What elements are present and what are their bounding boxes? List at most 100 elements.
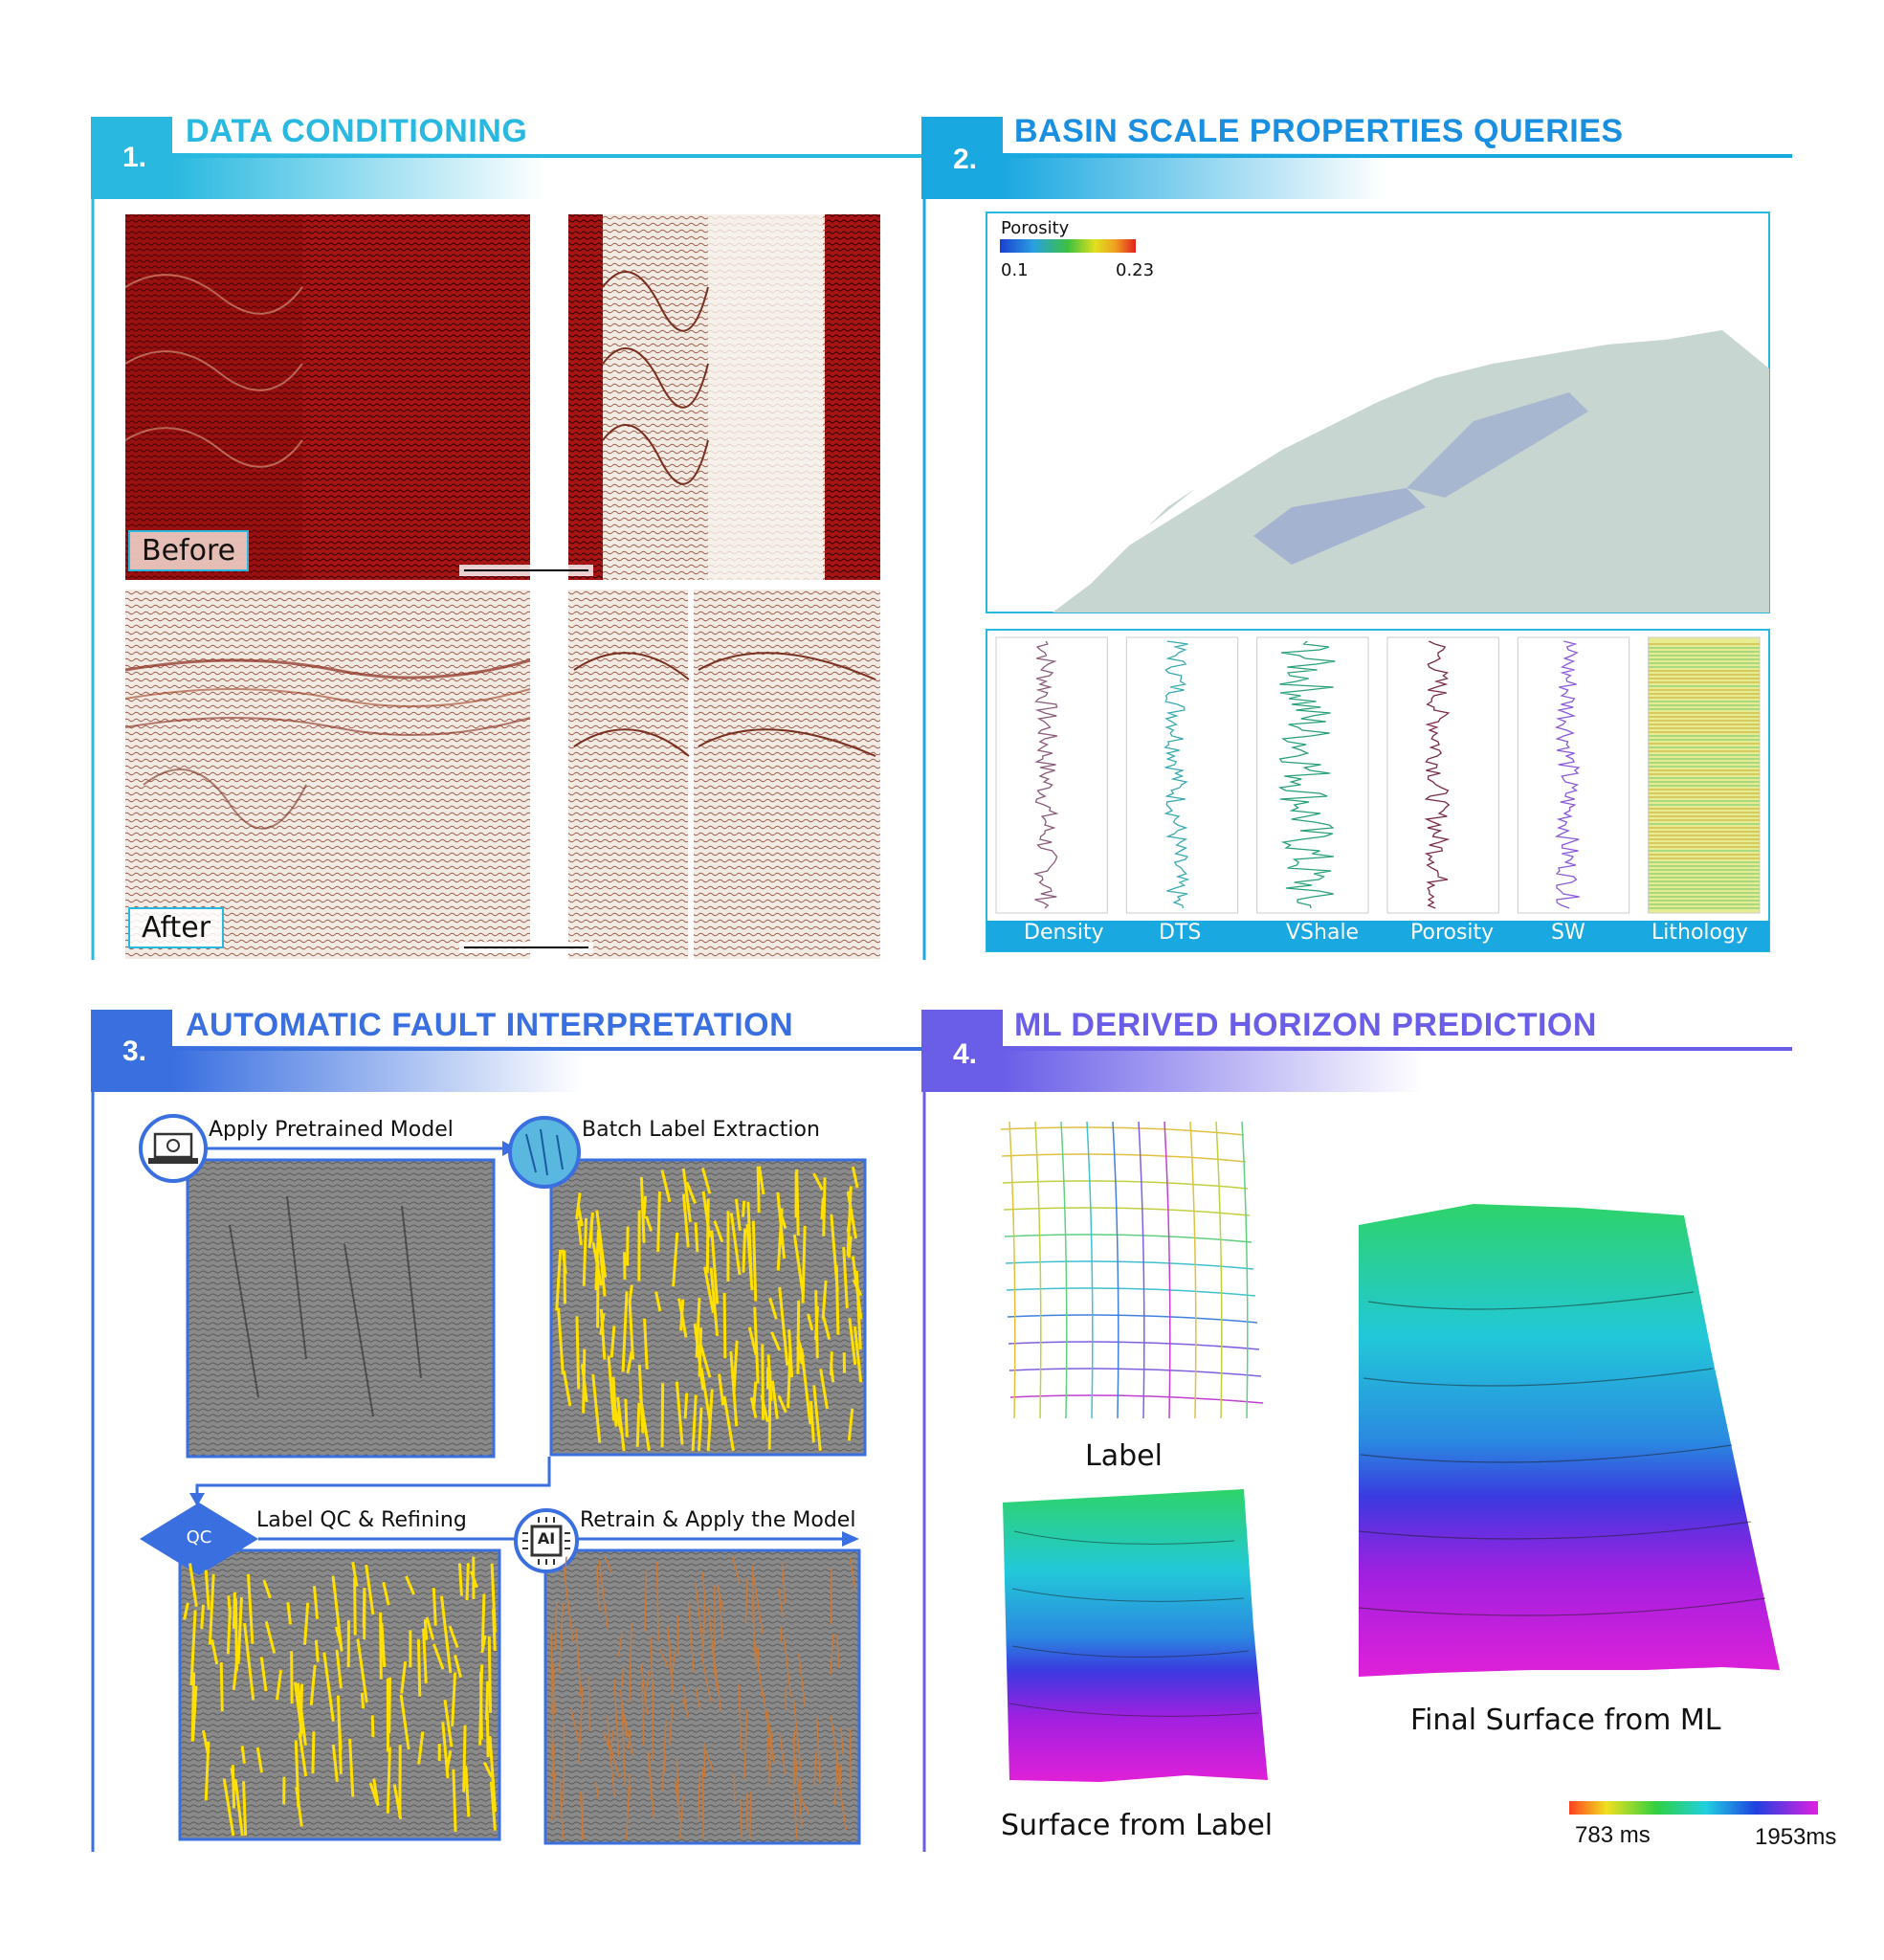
fault-stick: [722, 1395, 735, 1452]
fault-stick: [439, 1595, 453, 1674]
fault-stick: [482, 1761, 493, 1778]
fault-stick: [766, 1354, 773, 1401]
fault-stick: [800, 1348, 812, 1425]
fault-stick: [230, 1768, 237, 1791]
fault-stick: [578, 1685, 584, 1764]
lithology-band: [1648, 689, 1760, 691]
lithology-band: [1648, 712, 1760, 714]
fault-stick: [819, 1369, 829, 1410]
fault-stick: [575, 1628, 582, 1696]
fault-stick: [604, 1556, 612, 1572]
fault-stick: [753, 1306, 760, 1384]
section-3-number: 3.: [122, 1036, 147, 1067]
lithology-band: [1648, 907, 1760, 909]
fault-stick: [742, 1200, 746, 1217]
fault-stick: [577, 1220, 583, 1246]
laptop-icon: [139, 1114, 208, 1183]
lithology-band: [1648, 781, 1760, 783]
lithology-band: [1648, 873, 1760, 875]
fault-stick: [853, 1325, 863, 1383]
fault-stick: [752, 1574, 764, 1635]
fault-stick: [264, 1620, 277, 1654]
fault-stick: [732, 1340, 739, 1394]
fault-stick: [644, 1570, 648, 1632]
fault-stick: [575, 1192, 582, 1220]
lithology-band: [1648, 701, 1760, 702]
lithology-band: [1648, 865, 1760, 867]
fault-stick: [691, 1394, 698, 1452]
fault-stick: [275, 1669, 283, 1701]
fault-stick: [587, 1675, 590, 1731]
fault-stick: [813, 1751, 817, 1786]
lithology-band: [1648, 785, 1760, 787]
fault-stick: [660, 1169, 672, 1203]
seismic-after-right: [568, 590, 880, 959]
log-track-bg: [1517, 636, 1630, 914]
porosity-legend-max: 0.23: [1116, 260, 1155, 280]
fault-stick: [796, 1347, 804, 1365]
fault-stick: [616, 1396, 626, 1452]
fault-stick: [770, 1380, 779, 1420]
fault-stick: [208, 1573, 215, 1645]
fault-stick: [707, 1606, 718, 1687]
lithology-band: [1648, 812, 1760, 813]
fault-stick: [598, 1560, 609, 1629]
well-log-panel: [986, 629, 1770, 952]
fault-stick: [478, 1671, 483, 1740]
log-curve: [1554, 640, 1581, 909]
lithology-band: [1648, 643, 1760, 645]
fault-stick: [594, 1229, 600, 1291]
fault-stick: [621, 1666, 625, 1688]
fault-stick: [667, 1625, 675, 1696]
porosity-legend-title: Porosity: [1001, 218, 1070, 238]
fault-stick: [311, 1731, 316, 1774]
fault-stick: [580, 1364, 588, 1403]
fault-stick: [776, 1208, 784, 1271]
fault-stick: [617, 1633, 623, 1657]
lithology-band: [1648, 762, 1760, 764]
scale-bar-before: [459, 565, 593, 576]
fault-stick: [232, 1592, 236, 1629]
fault-stick: [379, 1612, 383, 1680]
fault-stick: [233, 1598, 238, 1672]
lithology-band: [1648, 766, 1760, 768]
fault-stick: [457, 1563, 463, 1596]
fault-stick: [685, 1181, 697, 1205]
fault-stick: [480, 1635, 487, 1654]
fault-stick: [485, 1711, 490, 1758]
fault-stick: [795, 1169, 800, 1236]
lithology-band: [1648, 727, 1760, 729]
seismic-before-left: [124, 214, 530, 580]
fault-stick: [562, 1370, 572, 1407]
fault-stick: [445, 1750, 453, 1771]
fault-stick: [672, 1232, 679, 1287]
lithology-band: [1648, 892, 1760, 894]
fault-stick: [370, 1715, 375, 1738]
lithology-band: [1648, 658, 1760, 660]
lithology-band: [1648, 823, 1760, 825]
section-3-frame: [91, 1010, 921, 1852]
lithology-band: [1648, 666, 1760, 668]
porosity-legend-min: 0.1: [1001, 260, 1029, 280]
fault-stick: [557, 1307, 565, 1375]
fault-stick: [778, 1286, 789, 1366]
fault-stick: [559, 1779, 565, 1840]
qc-diamond-icon: [140, 1503, 258, 1575]
fault-stick: [712, 1643, 722, 1712]
well-log-curves: [995, 636, 1761, 914]
fault-stick: [787, 1329, 794, 1378]
label-grid-line: [1112, 1121, 1119, 1419]
fault-stick: [716, 1585, 725, 1612]
fault-stick: [314, 1639, 320, 1662]
lithology-band: [1648, 880, 1760, 882]
lithology-band: [1648, 846, 1760, 848]
fault-stick: [451, 1672, 457, 1726]
fault-stick: [765, 1738, 769, 1771]
fault-stick: [830, 1351, 833, 1376]
fault-stick: [232, 1660, 238, 1691]
fault-stick: [309, 1664, 317, 1705]
lithology-band: [1648, 681, 1760, 683]
fault-stick: [743, 1708, 748, 1780]
fault-stick: [738, 1683, 743, 1750]
fault-stick: [792, 1234, 805, 1294]
